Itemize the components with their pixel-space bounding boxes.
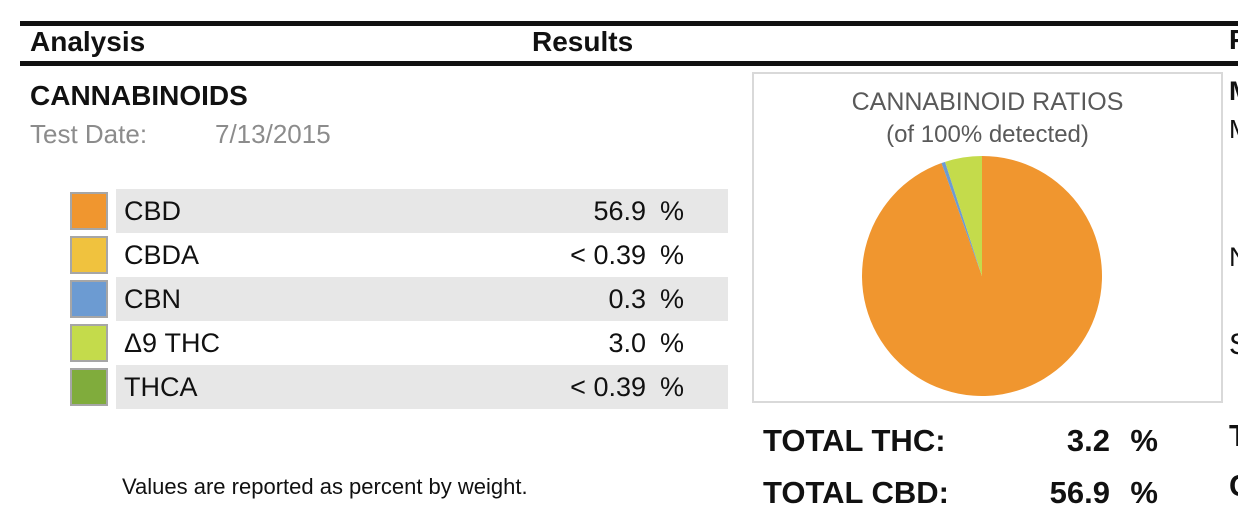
analyte-value: 3.0 — [608, 327, 646, 358]
column-header-results: Results — [532, 26, 634, 57]
chart-title: CANNABINOID RATIOS — [851, 88, 1124, 116]
color-swatch — [70, 324, 108, 362]
total-cbd-value: 56.9 — [1049, 475, 1110, 510]
color-swatch — [70, 192, 108, 230]
total-thc-unit: % — [1130, 423, 1158, 458]
clipped-letter-fragment: T — [1229, 420, 1238, 451]
analyte-unit: % — [660, 239, 685, 270]
test-date-label: Test Date: — [30, 119, 148, 149]
pie-chart — [862, 156, 1102, 396]
clipped-letter-fragment: M — [1229, 116, 1238, 142]
top-rule — [20, 21, 1238, 26]
analyte-label: THCA — [124, 371, 198, 402]
table-row: CBN 0.3% — [70, 277, 728, 321]
color-swatch — [70, 236, 108, 274]
analyte-row-bar: CBN 0.3% — [116, 277, 728, 321]
table-row: Δ9 THC 3.0% — [70, 321, 728, 365]
pie-slice-CBN — [941, 161, 982, 276]
total-thc-value: 3.2 — [1066, 423, 1110, 458]
analyte-unit: % — [660, 195, 685, 226]
analyte-row-bar: CBD 56.9% — [116, 189, 728, 233]
table-row: CBDA < 0.39% — [70, 233, 728, 277]
header-bottom-rule — [20, 61, 1238, 66]
table-row: CBD 56.9% — [70, 189, 728, 233]
clipped-letter-fragment: C — [1229, 470, 1238, 501]
total-thc-row: TOTAL THC: 3.2 % — [763, 419, 1158, 463]
clipped-letter-fragment: P — [1229, 26, 1238, 54]
analyte-table: CBD 56.9% CBDA < 0.39% CBN 0.3% Δ9 THC 3.0% THCA… — [70, 189, 728, 409]
analyte-row-bar: Δ9 THC 3.0% — [116, 321, 728, 365]
analyte-label: CBDA — [124, 239, 200, 270]
analyte-value: < 0.39 — [570, 239, 646, 270]
pie-slice-Δ9 THC — [945, 156, 982, 276]
clipped-letter-fragment: S — [1229, 330, 1238, 360]
total-thc-label: TOTAL THC: — [763, 423, 946, 458]
analyte-row-bar: CBDA < 0.39% — [116, 233, 728, 277]
total-cbd-unit: % — [1130, 475, 1158, 510]
analyte-value: < 0.39 — [570, 371, 646, 402]
color-swatch — [70, 368, 108, 406]
analyte-unit: % — [660, 327, 685, 358]
analyte-unit: % — [660, 371, 685, 402]
analyte-unit: % — [660, 283, 685, 314]
analyte-label: Δ9 THC — [124, 327, 221, 358]
analyte-row-bar: THCA < 0.39% — [116, 365, 728, 409]
column-header-analysis: Analysis — [30, 26, 146, 57]
analyte-label: CBN — [124, 283, 182, 314]
analyte-value: 56.9 — [593, 195, 646, 226]
clipped-letter-fragment: N — [1229, 244, 1238, 271]
table-row: THCA < 0.39% — [70, 365, 728, 409]
total-cbd-label: TOTAL CBD: — [763, 475, 949, 510]
footnote: Values are reported as percent by weight… — [122, 474, 528, 499]
total-cbd-row: TOTAL CBD: 56.9 % — [763, 471, 1158, 515]
analyte-label: CBD — [124, 195, 182, 226]
clipped-letter-fragment: M — [1229, 78, 1238, 105]
section-title-cannabinoids: CANNABINOIDS — [30, 80, 248, 111]
test-date-value: 7/13/2015 — [215, 119, 331, 149]
chart-subtitle: (of 100% detected) — [886, 121, 1089, 148]
color-swatch — [70, 280, 108, 318]
analyte-value: 0.3 — [608, 283, 646, 314]
